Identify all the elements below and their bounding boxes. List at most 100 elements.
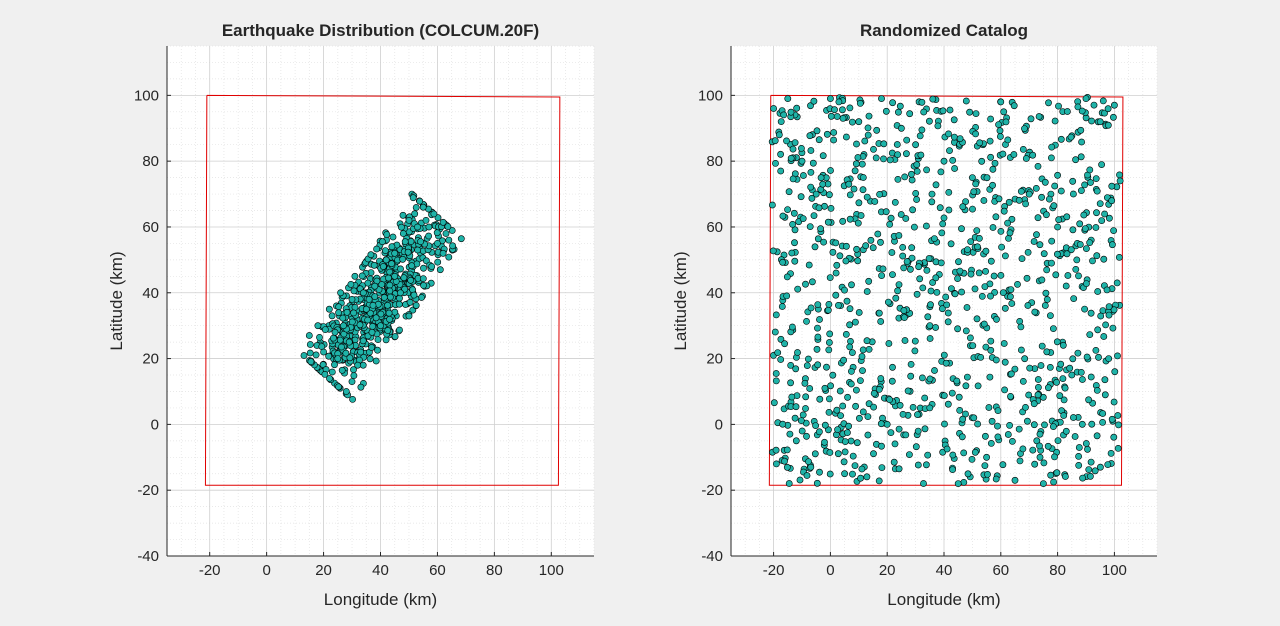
scatter-point <box>826 330 834 338</box>
scatter-point <box>335 383 342 391</box>
scatter-point <box>841 448 849 456</box>
scatter-point <box>329 334 337 342</box>
scatter-point <box>933 288 941 296</box>
scatter-point <box>903 258 911 265</box>
scatter-point <box>900 307 908 314</box>
scatter-point <box>1059 341 1067 349</box>
scatter-point <box>832 291 840 299</box>
scatter-point <box>843 242 850 250</box>
scatter-point <box>1110 433 1118 441</box>
scatter-point <box>879 265 887 273</box>
scatter-point <box>903 150 910 158</box>
scatter-point <box>840 356 847 364</box>
scatter-point <box>1067 133 1075 141</box>
scatter-point <box>1092 224 1100 231</box>
scatter-point <box>307 358 315 365</box>
y-tick-label: 80 <box>142 153 159 170</box>
scatter-point <box>410 291 418 299</box>
y-tick-label: 80 <box>706 153 723 170</box>
scatter-point <box>1037 362 1045 369</box>
scatter-point <box>951 133 958 141</box>
scatter-point <box>816 395 824 403</box>
scatter-point <box>1043 348 1051 356</box>
scatter-point <box>1000 108 1008 116</box>
scatter-point <box>811 243 819 251</box>
scatter-point <box>359 337 367 345</box>
scatter-point <box>944 318 952 326</box>
scatter-point <box>348 378 356 385</box>
scatter-point <box>378 238 386 246</box>
scatter-point <box>840 458 848 466</box>
scatter-point <box>926 322 934 329</box>
scatter-point <box>989 224 997 231</box>
scatter-point <box>902 431 910 439</box>
scatter-point <box>937 168 945 176</box>
scatter-point <box>1077 153 1085 161</box>
scatter-point <box>810 97 818 105</box>
scatter-point <box>918 98 926 106</box>
scatter-point <box>1043 211 1050 219</box>
scatter-point <box>334 355 342 362</box>
scatter-point <box>374 346 381 354</box>
scatter-point <box>826 395 833 403</box>
scatter-point <box>809 159 817 167</box>
scatter-point <box>769 247 777 255</box>
scatter-point <box>1078 107 1086 115</box>
scatter-point <box>772 311 780 319</box>
scatter-point <box>999 150 1007 158</box>
scatter-point <box>1098 217 1106 224</box>
scatter-point <box>839 217 847 225</box>
scatter-point <box>907 360 915 368</box>
scatter-point <box>962 382 970 390</box>
scatter-point <box>978 292 986 300</box>
scatter-point <box>833 113 841 120</box>
scatter-point <box>888 249 896 256</box>
scatter-point <box>814 301 822 308</box>
scatter-point <box>918 126 926 134</box>
scatter-point <box>777 335 785 343</box>
scatter-point <box>328 312 336 320</box>
scatter-point <box>854 154 862 161</box>
scatter-point <box>814 333 822 341</box>
scatter-point <box>968 455 976 463</box>
scatter-point <box>808 194 816 202</box>
scatter-point <box>916 275 924 283</box>
earthquake-distribution-panel: -20 0 20 40 60 80 100 -40 -20 0 20 40 60 80 100 Earth… <box>107 21 595 609</box>
scatter-point <box>396 289 404 297</box>
scatter-point <box>883 420 891 428</box>
scatter-point <box>803 432 810 440</box>
scatter-point <box>871 198 879 205</box>
scatter-point <box>964 470 972 478</box>
scatter-point <box>1096 118 1104 126</box>
scatter-point <box>937 259 945 267</box>
scatter-point <box>829 248 837 256</box>
scatter-point <box>962 97 970 105</box>
scatter-point <box>906 110 914 118</box>
scatter-point <box>948 389 956 397</box>
scatter-point <box>812 190 820 198</box>
scatter-point <box>960 478 968 486</box>
scatter-point <box>1005 198 1013 206</box>
scatter-point <box>405 312 413 320</box>
scatter-point <box>1024 302 1032 309</box>
scatter-point <box>974 243 981 251</box>
scatter-point <box>989 181 996 189</box>
scatter-point <box>858 465 866 473</box>
scatter-point <box>1036 430 1044 438</box>
scatter-point <box>1101 109 1108 117</box>
scatter-point <box>1093 386 1101 394</box>
scatter-point <box>1054 223 1061 231</box>
scatter-point <box>783 292 791 300</box>
scatter-point <box>941 420 948 428</box>
scatter-point <box>787 379 794 387</box>
scatter-point <box>923 266 931 274</box>
scatter-point <box>793 104 801 112</box>
scatter-point <box>371 293 379 300</box>
scatter-point <box>889 271 896 278</box>
x-tick-label: 40 <box>936 562 953 579</box>
scatter-point <box>397 223 405 231</box>
scatter-point <box>862 242 870 250</box>
scatter-point <box>1096 200 1104 207</box>
scatter-point <box>820 238 827 246</box>
scatter-point <box>1060 412 1068 419</box>
